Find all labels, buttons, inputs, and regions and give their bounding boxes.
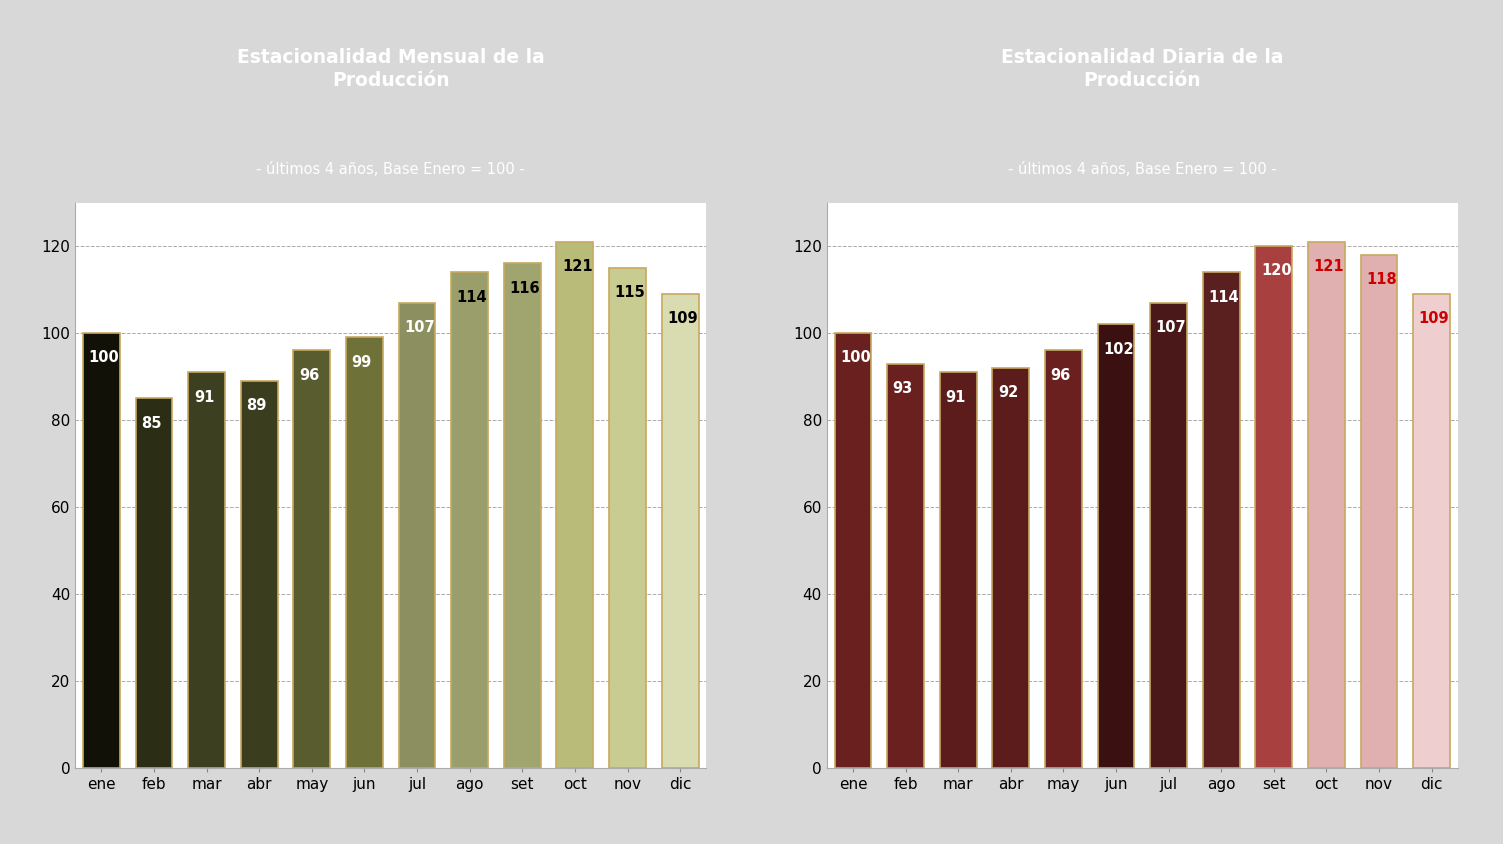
Bar [834, 333, 872, 768]
Bar [188, 372, 225, 768]
Bar [1255, 246, 1293, 768]
Bar [1202, 272, 1240, 768]
Bar [939, 372, 977, 768]
Bar [1045, 350, 1082, 768]
Bar [346, 338, 383, 768]
Text: - últimos 4 años, Base Enero = 100 -: - últimos 4 años, Base Enero = 100 - [257, 162, 525, 176]
Text: 107: 107 [1156, 320, 1186, 335]
Text: 109: 109 [1419, 311, 1449, 327]
Bar [451, 272, 488, 768]
Text: 100: 100 [89, 350, 119, 365]
Text: 91: 91 [945, 390, 965, 404]
Text: 93: 93 [893, 381, 912, 396]
Bar [1413, 294, 1450, 768]
Bar [1308, 241, 1345, 768]
Bar [556, 241, 594, 768]
Bar [504, 263, 541, 768]
Bar [887, 364, 924, 768]
Bar [135, 398, 173, 768]
Text: 100: 100 [840, 350, 870, 365]
Text: 116: 116 [510, 281, 540, 296]
Text: Estacionalidad Diaria de la
Producción: Estacionalidad Diaria de la Producción [1001, 47, 1284, 90]
Bar [240, 381, 278, 768]
Bar [1150, 303, 1187, 768]
Text: 114: 114 [1208, 289, 1238, 305]
Text: - últimos 4 años, Base Enero = 100 -: - últimos 4 años, Base Enero = 100 - [1009, 162, 1276, 176]
Text: 96: 96 [299, 368, 319, 383]
Text: 114: 114 [457, 289, 487, 305]
Text: 89: 89 [246, 398, 266, 414]
Text: 121: 121 [1314, 259, 1344, 274]
Text: 115: 115 [615, 285, 645, 300]
Bar [661, 294, 699, 768]
Text: 99: 99 [352, 354, 371, 370]
Text: Estacionalidad Mensual de la
Producción: Estacionalidad Mensual de la Producción [237, 47, 544, 90]
Text: 121: 121 [562, 259, 592, 274]
Text: 92: 92 [998, 385, 1018, 400]
Text: 85: 85 [141, 416, 162, 430]
Bar [398, 303, 436, 768]
Bar [293, 350, 331, 768]
Bar [609, 268, 646, 768]
Text: 118: 118 [1366, 272, 1396, 287]
Bar [1097, 324, 1135, 768]
Bar [992, 368, 1030, 768]
Text: 91: 91 [194, 390, 213, 404]
Bar [1360, 255, 1398, 768]
Bar [83, 333, 120, 768]
Text: 120: 120 [1261, 263, 1291, 279]
Text: 107: 107 [404, 320, 434, 335]
Text: 109: 109 [667, 311, 697, 327]
Text: 96: 96 [1051, 368, 1070, 383]
Text: 102: 102 [1103, 342, 1133, 357]
